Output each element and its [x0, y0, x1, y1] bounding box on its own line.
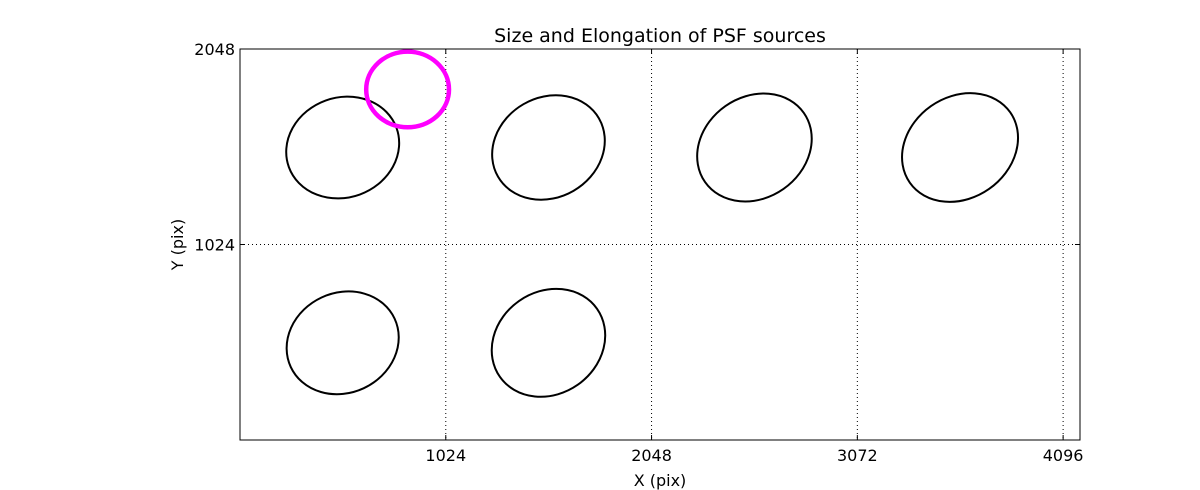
- psf-ellipse: [491, 94, 606, 201]
- psf-ellipse: [490, 287, 607, 398]
- psf-ellipse: [285, 290, 400, 396]
- psf-ellipse: [285, 95, 401, 200]
- x-tick-label: 1024: [425, 446, 466, 465]
- x-tick-label: 3072: [837, 446, 878, 465]
- psf-ellipse: [901, 92, 1020, 203]
- x-tick-label: 4096: [1043, 446, 1084, 465]
- y-tick-label: 1024: [194, 236, 235, 255]
- psf-ellipse: [696, 92, 813, 203]
- chart-title: Size and Elongation of PSF sources: [494, 25, 826, 47]
- x-axis-label: X (pix): [634, 471, 687, 490]
- x-tick-label: 2048: [631, 446, 672, 465]
- y-axis-label: Y (pix): [168, 219, 187, 271]
- series-0: [285, 92, 1020, 398]
- y-tick-label: 2048: [194, 40, 235, 59]
- axis-ticks: 1024 2048 3072 4096 1024 2048: [194, 40, 1083, 465]
- series-1: [363, 49, 452, 130]
- psf-ellipse: [363, 49, 452, 130]
- plot-marks: [285, 49, 1020, 398]
- grid-lines: [240, 48, 1080, 440]
